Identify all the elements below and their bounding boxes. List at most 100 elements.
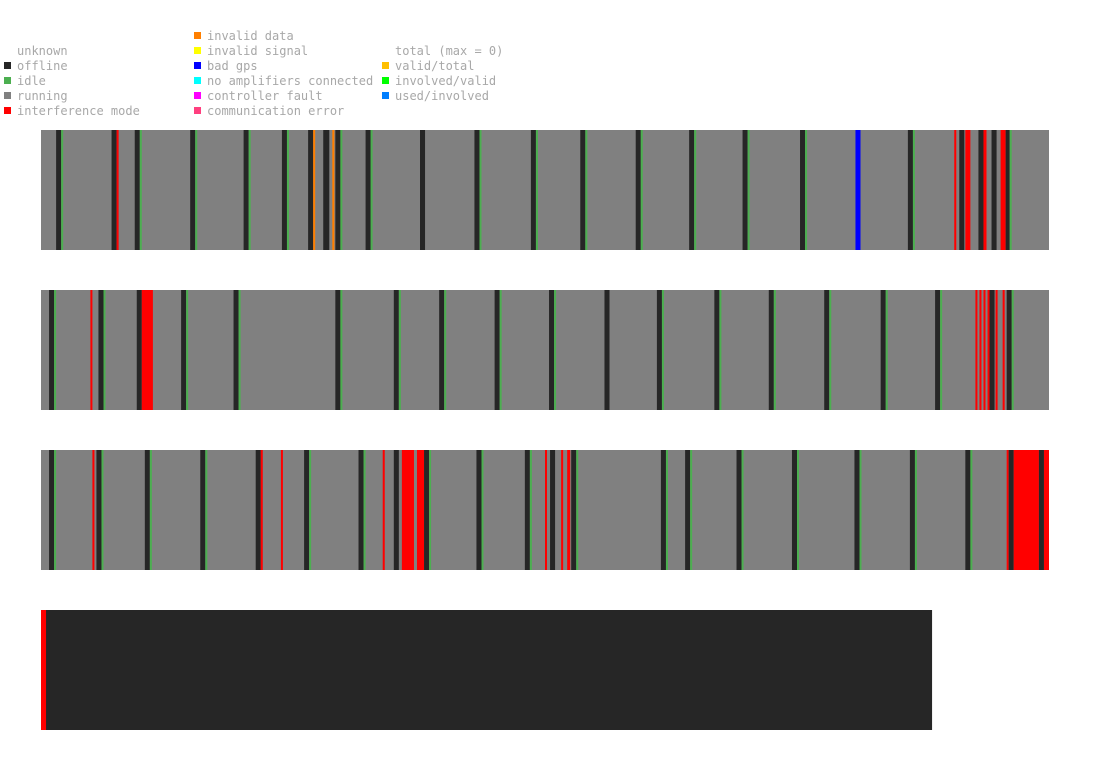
segment-offline: [181, 290, 187, 410]
legend-swatch: [194, 32, 201, 39]
segment-offline: [550, 450, 556, 570]
segment-idle: [479, 130, 482, 250]
segment-idle: [576, 450, 579, 570]
segment-idle: [103, 290, 106, 410]
segment-offline: [909, 450, 915, 570]
segment-offline: [635, 130, 641, 250]
segment-offline: [660, 450, 666, 570]
segment-idle: [149, 450, 152, 570]
segment-idle: [309, 450, 312, 570]
segment-idle: [665, 450, 668, 570]
legend-label: interference mode: [17, 104, 140, 118]
segment-interference-mode: [1043, 450, 1049, 570]
segment-offline: [714, 290, 720, 410]
segment-offline: [736, 450, 742, 570]
segment-offline: [111, 130, 117, 250]
segment-offline: [474, 130, 480, 250]
legend-swatch: [382, 92, 389, 99]
segment-offline: [1006, 290, 1012, 410]
segment-idle: [805, 130, 808, 250]
segment-offline: [685, 450, 691, 570]
segment-interference-mode: [92, 450, 95, 570]
segment-offline: [335, 130, 341, 250]
segment-idle: [429, 450, 432, 570]
segment-offline: [978, 130, 984, 250]
segment-offline: [604, 290, 610, 410]
legend-swatch: [4, 62, 11, 69]
segment-offline: [494, 290, 500, 410]
segment-idle: [797, 450, 800, 570]
segment-idle: [940, 290, 943, 410]
segment-offline: [134, 130, 140, 250]
segment-offline: [424, 450, 430, 570]
legend-label: idle: [17, 74, 46, 88]
timeline-base-segment: [41, 610, 933, 730]
segment-idle: [914, 450, 917, 570]
segment-idle: [54, 290, 57, 410]
segment-idle: [554, 290, 557, 410]
segment-idle: [101, 450, 104, 570]
segment-offline: [243, 130, 249, 250]
legend-swatch: [194, 62, 201, 69]
timeline-base-segment: [41, 290, 1049, 410]
segment-interference-mode: [983, 290, 986, 410]
segment-offline: [580, 130, 586, 250]
segment-idle: [61, 130, 64, 250]
legend-label: valid/total: [395, 59, 475, 73]
segment-offline: [959, 130, 965, 250]
segment-idle: [444, 290, 447, 410]
segment-idle: [747, 130, 750, 250]
segment-idle: [529, 450, 532, 570]
legend-swatch: [194, 107, 201, 114]
segment-interference-mode: [90, 290, 93, 410]
segment-idle: [694, 130, 697, 250]
segment-idle: [970, 450, 973, 570]
segment-invalid-data: [313, 130, 316, 250]
segment-invalid-data: [332, 130, 335, 250]
segment-interference-mode: [141, 290, 153, 410]
segment-interference-mode: [965, 130, 971, 250]
legend-label: total (max = 0): [395, 44, 504, 58]
segment-offline: [323, 130, 330, 250]
legend-label: unknown: [17, 44, 68, 58]
segment-interference-mode: [1013, 450, 1039, 570]
segment-offline: [791, 450, 797, 570]
segment-interference-mode: [416, 450, 425, 570]
timeline-base-segment: [41, 130, 1049, 250]
legend-swatch: [4, 92, 11, 99]
segment-offline: [1008, 450, 1014, 570]
segment-offline: [854, 450, 860, 570]
segment-idle: [54, 450, 57, 570]
segment-idle: [195, 130, 198, 250]
segment-offline: [824, 290, 830, 410]
segment-idle: [859, 450, 862, 570]
segment-interference-mode: [280, 450, 283, 570]
segment-idle: [139, 130, 142, 250]
segment-idle: [719, 290, 722, 410]
segment-offline: [1038, 450, 1044, 570]
legend-swatch: [4, 77, 11, 84]
segment-interference-mode: [995, 290, 998, 410]
segment-interference-mode: [987, 290, 990, 410]
legend-label: running: [17, 89, 68, 103]
segment-offline: [255, 450, 261, 570]
segment-interference-mode: [983, 130, 987, 250]
legend-label: involved/valid: [395, 74, 497, 88]
legend-label: offline: [17, 59, 68, 73]
segment-offline: [549, 290, 555, 410]
segment-idle: [690, 450, 693, 570]
segment-idle: [363, 450, 366, 570]
segment-idle: [481, 450, 484, 570]
segment-offline: [420, 130, 426, 250]
segment-offline: [768, 290, 774, 410]
segment-idle: [340, 290, 343, 410]
segment-offline: [935, 290, 941, 410]
segment-interference-mode: [954, 130, 957, 250]
segment-offline: [365, 130, 371, 250]
segment-interference-mode: [545, 450, 548, 570]
segment-interference-mode: [561, 450, 564, 570]
segment-offline: [233, 290, 239, 410]
legend-swatch: [382, 62, 389, 69]
segment-offline: [524, 450, 530, 570]
segment-interference-mode: [975, 290, 978, 410]
